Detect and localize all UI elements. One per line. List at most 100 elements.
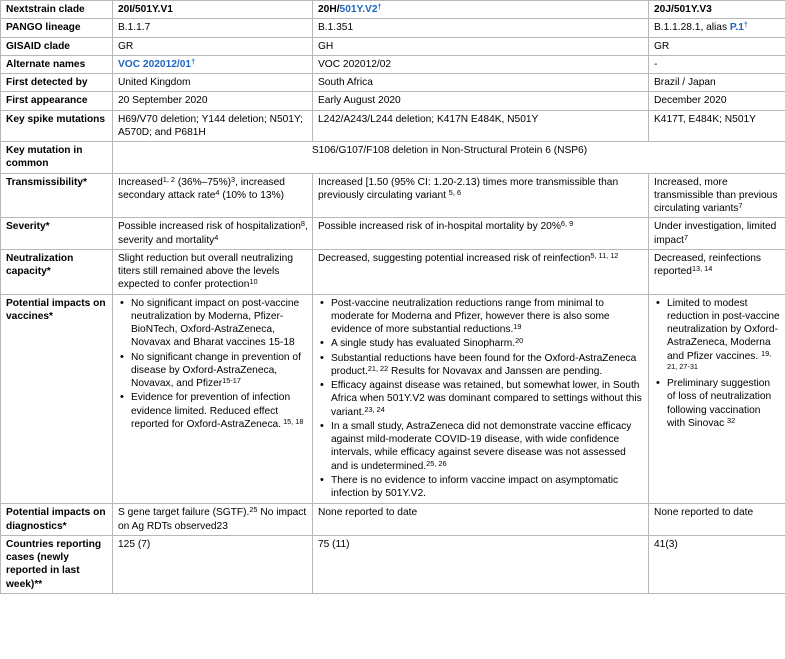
row-label-potential-impacts-on-diagnostics: Potential impacts on diagnostics* <box>0 503 113 536</box>
cell-key-spike-mutations-v3: K417T, E484K; N501Y <box>648 109 785 142</box>
bullet-item: In a small study, AstraZeneca did not de… <box>320 420 644 473</box>
reference-superscript: 21, 22 <box>367 363 389 373</box>
row-label-pango-lineage: PANGO lineage <box>0 18 113 38</box>
table-row-neutralization-capacity: Neutralization capacity* Slight reductio… <box>0 248 785 295</box>
cell-neutralization-v1: Slight reduction but overall neutralizin… <box>112 248 313 295</box>
dagger-marker: † <box>191 56 196 66</box>
bullet-item: Efficacy against disease was retained, b… <box>320 379 644 419</box>
row-label-first-appearance: First appearance <box>0 91 113 111</box>
table-row-alternate-names: Alternate names VOC 202012/01† VOC 20201… <box>0 54 785 75</box>
dagger-marker: † <box>743 20 748 30</box>
cell-neutralization-v2: Decreased, suggesting potential increase… <box>312 248 649 295</box>
bullet-item: Limited to modest reduction in post-vacc… <box>656 297 781 377</box>
bullet-item: No significant change in prevention of d… <box>120 351 308 391</box>
table-row-key-mutation-in-common: Key mutation in common S106/G107/F108 de… <box>0 141 785 174</box>
row-label-potential-impacts-on-vaccines: Potential impacts on vaccines* <box>0 293 113 505</box>
reference-superscript: 25, 26 <box>426 458 447 468</box>
reference-superscript: 15, 18 <box>281 416 304 426</box>
reference-superscript: 4 <box>215 187 220 197</box>
reference-superscript: 19, 21, 27-31 <box>667 348 772 371</box>
bullet-item: Preliminary suggestion of loss of neutra… <box>656 377 781 430</box>
variant-comparison-table: Nextstrain clade 20I/501Y.V1 20H/501Y.V2… <box>0 0 785 594</box>
cell-first-appearance-v3: December 2020 <box>648 91 785 111</box>
cell-transmissibility-v3: Increased, more transmissible than previ… <box>648 172 785 219</box>
cell-countries-v1: 125 (7) <box>112 534 313 594</box>
table-row-potential-impacts-on-vaccines: Potential impacts on vaccines* No signif… <box>0 293 785 505</box>
reference-superscript: 6, 9 <box>560 219 574 229</box>
link-p1[interactable]: P.1 <box>729 22 744 34</box>
reference-superscript: 7 <box>684 232 689 242</box>
cell-diagnostics-v1: S gene target failure (SGTF).25 No impac… <box>112 503 313 536</box>
table-row-gisaid-clade: GISAID clade GR GH GR <box>0 36 785 56</box>
reference-superscript: 1, 2 <box>162 174 175 184</box>
cell-nextstrain-clade-v1: 20I/501Y.V1 <box>112 0 313 20</box>
bullet-list: No significant impact on post-vaccine ne… <box>118 297 308 432</box>
cell-neutralization-v3: Decreased, reinfections reported13, 14 <box>648 248 785 295</box>
cell-gisaid-clade-v3: GR <box>648 36 785 56</box>
table-row-pango-lineage: PANGO lineage B.1.1.7 B.1.351 B.1.1.28.1… <box>0 18 785 38</box>
value-prefix: B.1.1.28.1, alias <box>654 22 730 34</box>
cell-first-detected-by-v1: United Kingdom <box>112 72 313 93</box>
bullet-item: No significant impact on post-vaccine ne… <box>120 297 308 350</box>
cell-nextstrain-clade-v2: 20H/501Y.V2† <box>312 0 649 20</box>
cell-nextstrain-clade-v3: 20J/501Y.V3 <box>648 0 785 20</box>
cell-severity-v2: Possible increased risk of in-hospital m… <box>312 217 649 250</box>
row-label-first-detected-by: First detected by <box>0 72 113 93</box>
row-label-neutralization-capacity: Neutralization capacity* <box>0 248 113 295</box>
bullet-item: Evidence for prevention of infection evi… <box>120 391 308 431</box>
cell-vaccines-v3: Limited to modest reduction in post-vacc… <box>648 293 785 505</box>
table-row-severity: Severity* Possible increased risk of hos… <box>0 217 785 250</box>
bullet-list: Post-vaccine neutralization reductions r… <box>318 297 644 501</box>
cell-alternate-names-v1: VOC 202012/01† <box>112 54 313 75</box>
cell-first-detected-by-v2: South Africa <box>312 72 649 93</box>
cell-diagnostics-v2: None reported to date <box>312 503 649 536</box>
reference-superscript: 5, 11, 12 <box>590 250 619 260</box>
cell-gisaid-clade-v2: GH <box>312 36 649 56</box>
cell-severity-v1: Possible increased risk of hospitalizati… <box>112 217 313 250</box>
cell-alternate-names-v3: - <box>648 54 785 75</box>
table-body: Nextstrain clade 20I/501Y.V1 20H/501Y.V2… <box>0 0 785 594</box>
row-label-countries-reporting-cases: Countries reporting cases (newly reporte… <box>0 534 113 594</box>
row-label-key-spike-mutations: Key spike mutations <box>0 109 113 142</box>
cell-pango-lineage-v2: B.1.351 <box>312 18 649 38</box>
cell-first-detected-by-v3: Brazil / Japan <box>648 72 785 93</box>
row-label-gisaid-clade: GISAID clade <box>0 36 113 56</box>
value-text: 20I/501Y.V1 <box>118 4 173 15</box>
cell-countries-v3: 41(3) <box>648 534 785 594</box>
cell-key-spike-mutations-v2: L242/A243/L244 deletion; K417N E484K, N5… <box>312 109 649 142</box>
cell-gisaid-clade-v1: GR <box>112 36 313 56</box>
cell-pango-lineage-v3: B.1.1.28.1, alias P.1† <box>648 18 785 38</box>
reference-superscript: 3 <box>231 174 236 184</box>
reference-superscript: 32 <box>727 415 736 425</box>
row-label-nextstrain-clade: Nextstrain clade <box>0 0 113 20</box>
cell-transmissibility-v1: Increased1, 2 (36%–75%)3, increased seco… <box>112 172 313 219</box>
reference-superscript: 20 <box>515 336 524 346</box>
table-row-transmissibility: Transmissibility* Increased1, 2 (36%–75%… <box>0 172 785 219</box>
reference-superscript: 19 <box>513 321 522 331</box>
row-label-key-mutation-in-common: Key mutation in common <box>0 141 113 174</box>
reference-superscript: 25 <box>249 505 258 515</box>
dagger-marker: † <box>377 1 382 11</box>
reference-superscript: 7 <box>738 200 743 210</box>
table-row-first-detected-by: First detected by United Kingdom South A… <box>0 72 785 93</box>
bullet-item: Substantial reductions have been found f… <box>320 352 644 379</box>
bullet-list: Limited to modest reduction in post-vacc… <box>654 297 781 431</box>
row-label-severity: Severity* <box>0 217 113 250</box>
cell-countries-v2: 75 (11) <box>312 534 649 594</box>
cell-first-appearance-v2: Early August 2020 <box>312 91 649 111</box>
cell-key-spike-mutations-v1: H69/V70 deletion; Y144 deletion; N501Y; … <box>112 109 313 142</box>
table-row-nextstrain-clade: Nextstrain clade 20I/501Y.V1 20H/501Y.V2… <box>0 0 785 20</box>
table-row-key-spike-mutations: Key spike mutations H69/V70 deletion; Y1… <box>0 109 785 142</box>
link-voc-20201201[interactable]: VOC 202012/01 <box>118 58 192 70</box>
bullet-item: There is no evidence to inform vaccine i… <box>320 474 644 501</box>
cell-transmissibility-v2: Increased [1.50 (95% CI: 1.20-2.13) time… <box>312 172 649 219</box>
cell-pango-lineage-v1: B.1.1.7 <box>112 18 313 38</box>
cell-alternate-names-v2: VOC 202012/02 <box>312 54 649 75</box>
reference-superscript: 13, 14 <box>691 263 713 273</box>
row-label-transmissibility: Transmissibility* <box>0 172 113 219</box>
row-label-alternate-names: Alternate names <box>0 54 113 75</box>
link-501yv2[interactable]: 501Y.V2 <box>339 4 378 15</box>
reference-superscript: 4 <box>214 232 219 242</box>
cell-vaccines-v1: No significant impact on post-vaccine ne… <box>112 293 313 505</box>
